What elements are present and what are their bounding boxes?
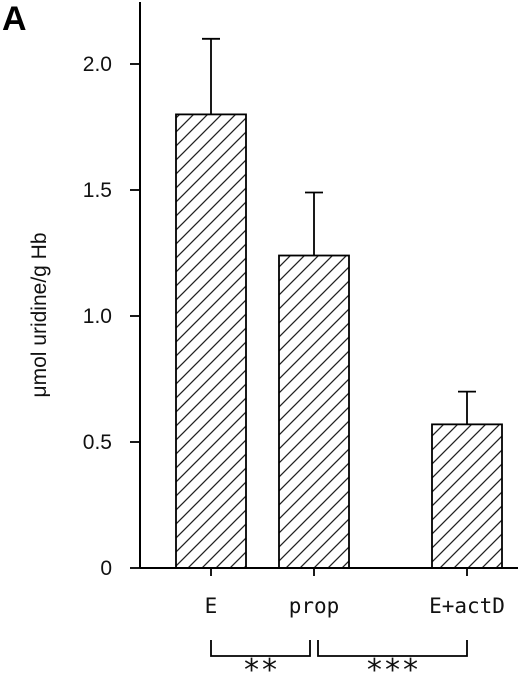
y-tick-label: 1.5: [83, 179, 112, 202]
significance-label: ***: [365, 653, 419, 678]
bracket-line: [317, 640, 468, 657]
y-tick-label: 0: [100, 557, 112, 580]
error-bars-group: [202, 37, 476, 425]
error-bar: [458, 390, 476, 425]
bars-group: [175, 113, 503, 569]
y-tick-label: 2.0: [83, 53, 112, 76]
x-tick-label: E+actD: [429, 594, 505, 618]
x-tick-label: E: [205, 594, 218, 618]
significance-label: **: [242, 653, 278, 678]
bracket-line: [210, 640, 311, 657]
y-tick-label: 1.0: [83, 305, 112, 328]
significance-group: ** ***: [210, 640, 468, 678]
panel-label: A: [2, 0, 27, 38]
significance-bracket: **: [210, 640, 311, 678]
x-tick-label: prop: [289, 594, 340, 618]
bar-e: [175, 113, 247, 569]
bar-prop: [278, 254, 350, 569]
error-bar: [305, 191, 323, 256]
y-ticks-group: 0 0.5 1.0 1.5 2.0: [83, 53, 140, 580]
significance-bracket: ***: [317, 640, 468, 678]
y-tick-label: 0.5: [83, 431, 112, 454]
bar-e-actd: [431, 423, 503, 569]
y-axis-label: μmol uridine/g Hb: [28, 232, 51, 397]
error-bar: [202, 37, 220, 115]
